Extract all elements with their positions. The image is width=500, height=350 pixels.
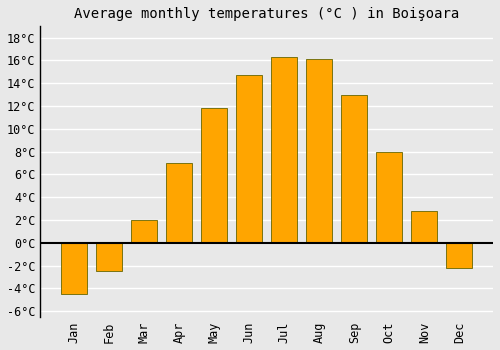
Bar bbox=[131, 220, 157, 243]
Bar bbox=[341, 94, 367, 243]
Bar bbox=[201, 108, 228, 243]
Bar bbox=[376, 152, 402, 243]
Bar bbox=[271, 57, 297, 243]
Bar bbox=[411, 211, 438, 243]
Bar bbox=[236, 75, 262, 243]
Bar bbox=[446, 243, 472, 268]
Bar bbox=[61, 243, 87, 294]
Bar bbox=[96, 243, 122, 271]
Title: Average monthly temperatures (°C ) in Boişoara: Average monthly temperatures (°C ) in Bo… bbox=[74, 7, 460, 21]
Bar bbox=[306, 59, 332, 243]
Bar bbox=[166, 163, 192, 243]
